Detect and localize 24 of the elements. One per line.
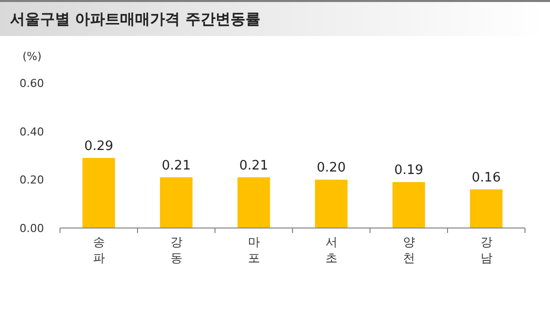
chart-title: 서울구별 아파트매매가격 주간변동률	[10, 10, 260, 28]
bar	[392, 182, 426, 228]
data-label: 0.16	[472, 170, 501, 186]
bar	[470, 189, 503, 228]
x-tick-label: 송파	[92, 235, 105, 265]
x-tick-label: 마포	[248, 235, 260, 265]
y-tick-label: 0.60	[20, 77, 44, 90]
x-tick-label: 서초	[325, 235, 338, 265]
bar	[237, 177, 270, 228]
data-label: 0.21	[162, 158, 191, 174]
data-label: 0.20	[316, 160, 346, 176]
x-tick-label: 강남	[480, 235, 492, 265]
y-axis-title: (%)	[22, 50, 42, 63]
y-tick-label: 0.20	[20, 174, 44, 187]
data-label: 0.29	[84, 138, 114, 154]
y-tick-label: 0.40	[20, 125, 44, 138]
bar	[314, 180, 348, 228]
data-label: 0.21	[239, 158, 268, 174]
x-tick-label: 양천	[402, 235, 415, 265]
x-tick-label: 강동	[170, 235, 182, 265]
data-label: 0.19	[394, 163, 424, 178]
bar	[82, 158, 116, 228]
bar	[160, 177, 193, 228]
y-tick-label: 0.00	[20, 222, 44, 235]
